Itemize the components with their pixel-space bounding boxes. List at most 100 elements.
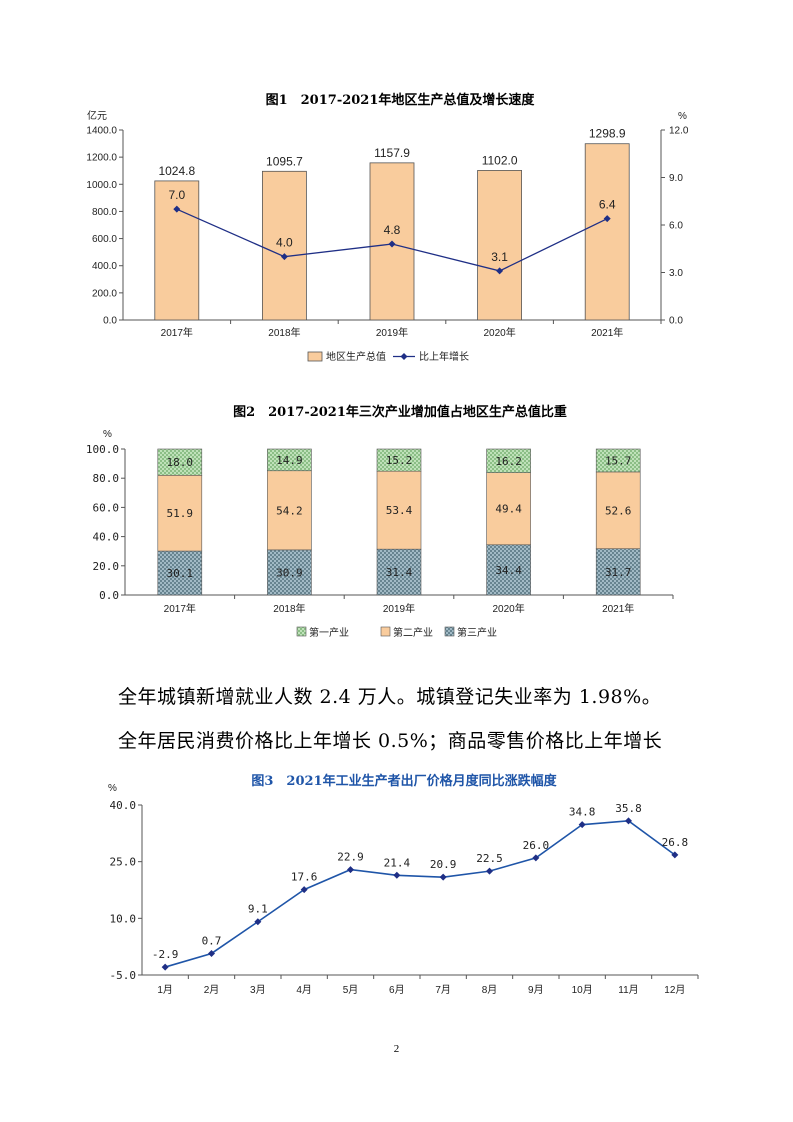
figure-3-point (300, 886, 308, 894)
figure-2-segment-label: 15.7 (605, 454, 632, 467)
figure-2-stack-segment (595, 548, 641, 596)
figure-3-y-tick-label: -5.0 (110, 969, 137, 982)
paragraph-line-1: 全年城镇新增就业人数 2.4 万人。城镇登记失业率为 1.98%。 (118, 686, 662, 708)
figure-3-unit: % (108, 783, 117, 794)
figure-1-left-tick-label: 1400.0 (86, 126, 117, 137)
figure-2-segment-label: 34.4 (495, 564, 522, 577)
figure-2-legend-swatch (296, 626, 307, 637)
figure-2-segment-label: 52.6 (605, 504, 632, 517)
figure-3-point (578, 821, 586, 829)
figure-3-x-tick-label: 7月 (435, 984, 451, 996)
figure-1-right-tick-label: 0.0 (669, 316, 683, 327)
figure-1-left-unit: 亿元 (87, 109, 107, 122)
figure-1-bar-label: 1298.9 (589, 127, 626, 141)
figure-1-bar-label: 1102.0 (482, 153, 518, 167)
figure-3-x-tick-label: 5月 (343, 984, 359, 996)
figure-1-left-tick-label: 0.0 (103, 316, 117, 327)
figure-2-legend-swatch (380, 626, 391, 637)
figure-2-stack-segment (376, 448, 422, 472)
figure-2-segment-label: 30.9 (276, 566, 303, 579)
figure-1-x-tick-label: 2020年 (483, 326, 515, 339)
figure-1-legend-line-marker (400, 353, 408, 360)
figure-3-y-tick-label: 10.0 (110, 912, 137, 925)
figure-3-point-label: 20.9 (430, 858, 457, 871)
figure-2-legend-label: 第一产业 (309, 626, 349, 639)
figure-2-unit: % (103, 429, 112, 440)
figure-1-growth-label: 7.0 (168, 188, 185, 202)
figure-2-y-tick-label: 60.0 (93, 501, 120, 514)
figure-2-segment-label: 54.2 (276, 504, 303, 517)
figure-3-title: 图3 2021年工业生产者出厂价格月度同比涨跌幅度 (251, 773, 557, 789)
figure-1-bar (477, 170, 523, 321)
figure-2-segment-label: 31.7 (605, 566, 632, 579)
figure-1-left-tick-label: 200.0 (92, 288, 117, 299)
figure-2-x-tick-label: 2020年 (492, 602, 524, 615)
figure-2-y-tick-label: 40.0 (93, 531, 120, 544)
figure-1-x-tick-label: 2018年 (268, 326, 300, 339)
figure-1-right-tick-label: 6.0 (669, 221, 683, 232)
figure-2-stack-segment (376, 470, 422, 550)
figure-1: 图1 2017-2021年地区生产总值及增长速度 亿元% 0.0 200.0 400.0… (75, 86, 725, 376)
figure-1-right-tick-label: 3.0 (669, 268, 683, 279)
figure-2-title: 图2 2017-2021年三次产业增加值占地区生产总值比重 (233, 404, 567, 420)
figure-2-stack-segment (157, 550, 203, 596)
figure-1-left-tick-label: 1000.0 (86, 180, 117, 191)
figure-1-right-unit: % (678, 111, 687, 122)
figure-1-growth-label: 3.1 (491, 250, 508, 264)
figure-2-y-tick-label: 80.0 (93, 472, 120, 485)
figure-1-bar-label: 1095.7 (266, 154, 303, 168)
figure-3-point-label: 9.1 (248, 903, 268, 916)
figure-1-left-tick-label: 600.0 (92, 234, 117, 245)
figure-1-x-tick-label: 2021年 (591, 326, 623, 339)
figure-3-x-tick-label: 10月 (572, 984, 593, 996)
figure-2-y-tick-label: 0.0 (99, 589, 119, 602)
figure-1-growth-point (388, 240, 396, 248)
figure-2-segment-label: 51.9 (167, 507, 194, 520)
figure-2-stack-segment (157, 474, 203, 552)
figure-3-x-tick-label: 11月 (618, 984, 638, 996)
figure-3-point (671, 851, 679, 859)
figure-2-stack-segment (486, 472, 531, 546)
figure-2-stack-segment (267, 448, 312, 472)
figure-2-segment-label: 53.4 (386, 504, 413, 517)
figure-1-left-tick-label: 1200.0 (86, 153, 117, 164)
figure-3-chart: 图3 2021年工业生产者出厂价格月度同比涨跌幅度% -5.0 10.0 25.0 40… (108, 773, 699, 996)
figure-3-x-tick-label: 6月 (389, 984, 405, 996)
figure-2-segment-label: 31.4 (386, 566, 413, 579)
figure-3-x-tick-label: 12月 (664, 984, 685, 996)
figure-3-point (486, 867, 493, 875)
figure-1-growth-label: 6.4 (599, 198, 616, 212)
figure-2-legend-swatch (444, 626, 455, 637)
figure-3-x-tick-label: 8月 (482, 984, 498, 996)
figure-1-growth-point (603, 215, 611, 223)
figure-1-growth-label: 4.8 (384, 223, 401, 237)
figure-1-right-tick-label: 9.0 (669, 173, 683, 184)
figure-3-x-tick-label: 2月 (204, 984, 220, 996)
figure-1-bar-label: 1157.9 (374, 146, 410, 160)
figure-3-point-label: 34.8 (569, 806, 596, 819)
figure-3-point-label: -2.9 (152, 948, 179, 961)
figure-3-point-label: 21.4 (384, 856, 411, 869)
figure-2-stack-segment (376, 548, 422, 596)
figure-2-segment-label: 15.2 (386, 454, 413, 467)
figure-1-x-tick-label: 2019年 (376, 326, 408, 339)
figure-3-point (161, 963, 169, 971)
figure-1-growth-point (173, 205, 181, 213)
figure-1-growth-point (496, 267, 504, 275)
figure-2-y-tick-label: 100.0 (86, 443, 119, 456)
paragraph-line-2: 全年居民消费价格比上年增长 0.5%；商品零售价格比上年增长 (118, 730, 663, 752)
figure-3-point (625, 817, 632, 825)
figure-3: 图3 2021年工业生产者出厂价格月度同比涨跌幅度% -5.0 10.0 25.0 40… (92, 765, 717, 1020)
figure-3-x-tick-label: 1月 (157, 984, 173, 996)
figure-2-segment-label: 49.4 (495, 503, 522, 516)
figure-1-left-tick-label: 800.0 (92, 207, 117, 218)
figure-3-point-label: 22.9 (337, 851, 364, 864)
figure-2-y-tick-label: 20.0 (93, 560, 120, 573)
figure-1-title: 图1 2017-2021年地区生产总值及增长速度 (266, 92, 536, 108)
figure-3-y-tick-label: 40.0 (110, 799, 137, 812)
figure-1-bar (154, 180, 200, 321)
figure-2-stack-segment (267, 470, 312, 551)
figure-1-bar-label: 1024.8 (158, 164, 195, 178)
figure-1-bar (261, 170, 307, 321)
figure-3-x-tick-label: 9月 (528, 984, 544, 996)
